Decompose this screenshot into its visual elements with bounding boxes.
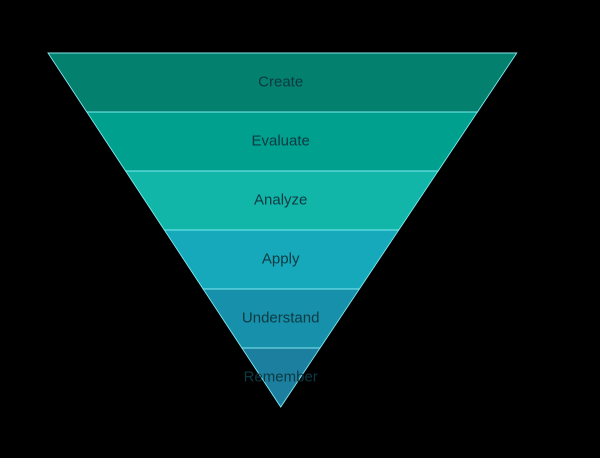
svg-text:Remember: Remember — [244, 368, 318, 385]
svg-text:Create: Create — [258, 73, 303, 90]
svg-text:Understand: Understand — [242, 309, 320, 326]
svg-text:Evaluate: Evaluate — [252, 132, 310, 149]
svg-text:Apply: Apply — [262, 250, 300, 267]
svg-text:Analyze: Analyze — [254, 191, 307, 208]
